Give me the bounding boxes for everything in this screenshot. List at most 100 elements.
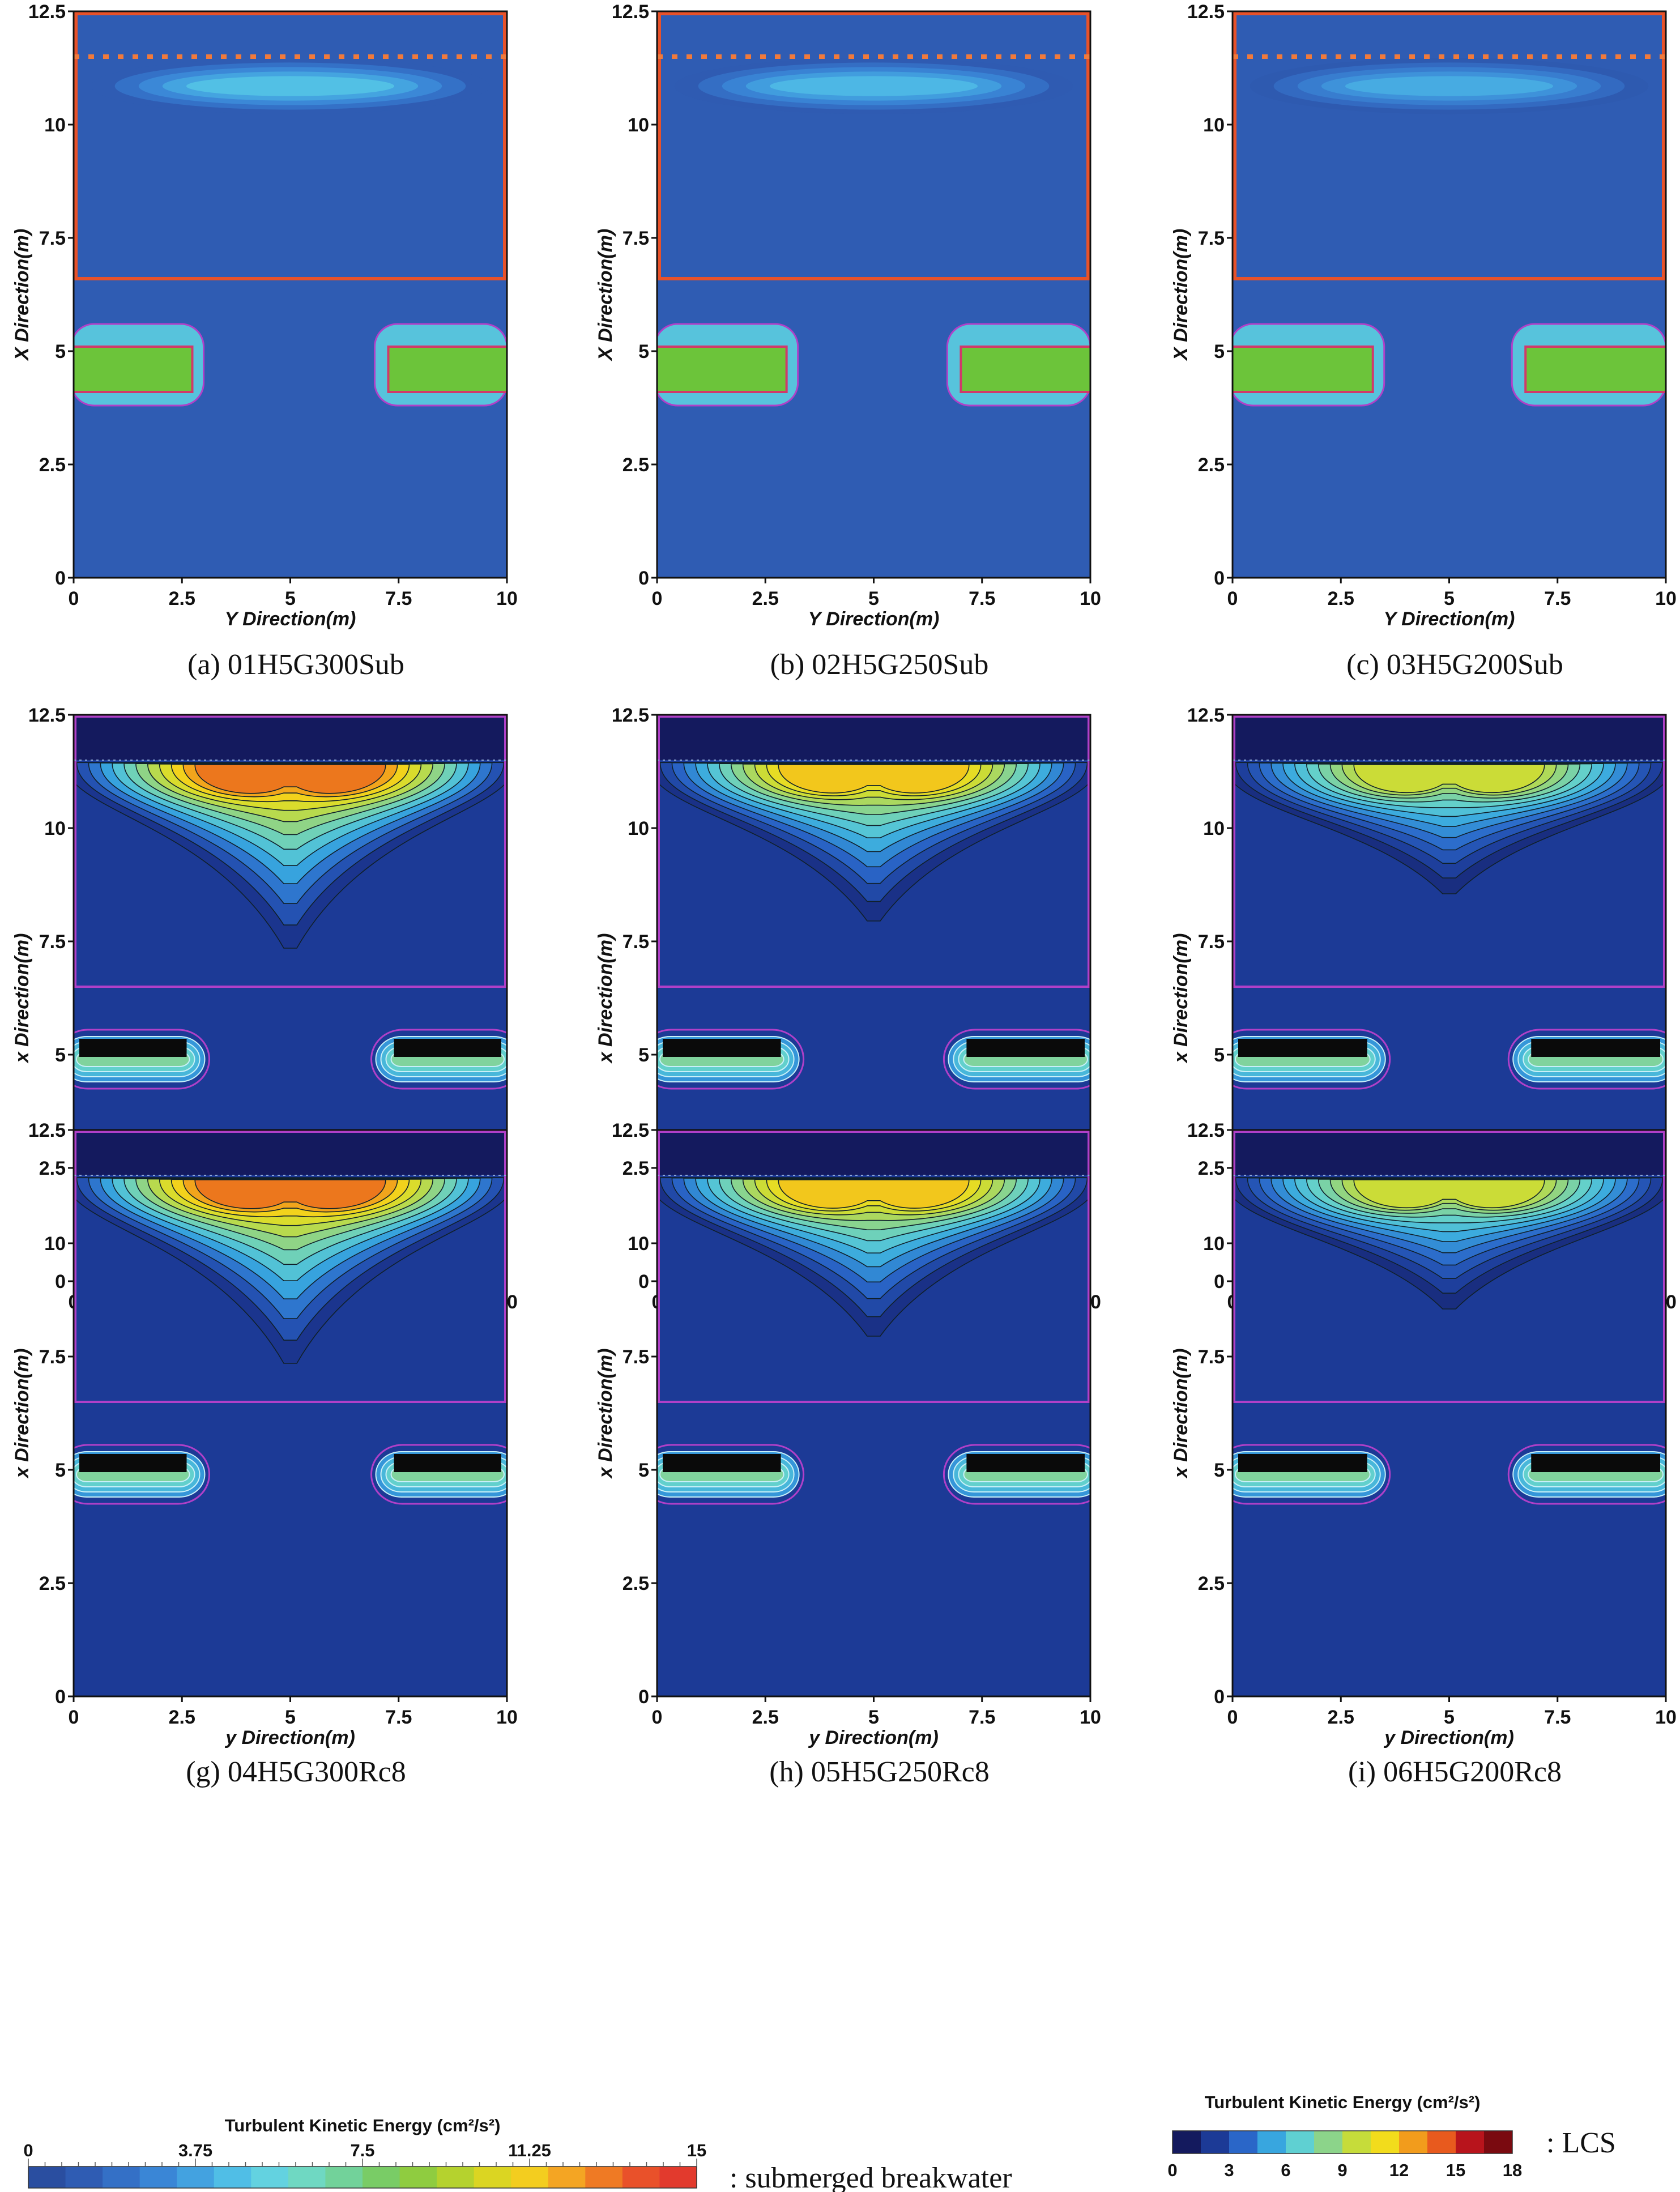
legend-swatch <box>474 2167 511 2188</box>
legend-swatch <box>65 2167 103 2188</box>
legend-swatch <box>1456 2131 1485 2153</box>
y-tick-label: 0 <box>55 1686 66 1708</box>
zone-box <box>658 1131 1090 1403</box>
y-tick-label: 12.5 <box>612 705 649 726</box>
x-tick-label: 7.5 <box>1544 1707 1571 1728</box>
y-axis-title: X Direction(m) <box>11 229 33 361</box>
y-tick-label: 2.5 <box>1198 1573 1225 1594</box>
tke-contour <box>778 764 970 794</box>
legend-swatch <box>1371 2131 1400 2153</box>
y-tick-label: 7.5 <box>1198 1346 1225 1368</box>
legend-tick-label: 15 <box>687 2140 706 2160</box>
y-axis-title: x Direction(m) <box>595 1349 616 1479</box>
x-axis-title: y Direction(m) <box>808 1727 939 1749</box>
legend-swatch <box>1229 2131 1258 2153</box>
y-tick-label: 12.5 <box>612 1 649 23</box>
lcs-crest <box>966 1454 1085 1472</box>
legend-swatch <box>548 2167 586 2188</box>
panel-caption: (a) 01H5G300Sub <box>187 649 404 681</box>
legend-swatch <box>214 2167 251 2188</box>
region-box <box>658 12 1090 280</box>
y-tick-label: 0 <box>55 1271 66 1293</box>
plot-area <box>1233 1130 1666 1696</box>
legend-swatch <box>251 2167 289 2188</box>
plot-area <box>657 1130 1090 1696</box>
legend-sub: Turbulent Kinetic Energy (cm²/s²) 0 3.75 7.… <box>23 2116 1012 2192</box>
lcs-crest <box>1238 1039 1367 1057</box>
dry-zone <box>74 1130 507 1175</box>
y-tick-label: 12.5 <box>1187 1 1225 23</box>
legend-swatch <box>1257 2131 1286 2153</box>
y-tick-label: 2.5 <box>1198 1158 1225 1179</box>
legend-swatch <box>1399 2131 1428 2153</box>
legend-swatch <box>1286 2131 1315 2153</box>
breakwater-core <box>74 346 194 393</box>
legend-title: Turbulent Kinetic Energy (cm²/s²) <box>1205 2092 1481 2112</box>
x-tick-label: 2.5 <box>169 1707 195 1728</box>
y-tick-label: 0 <box>638 1686 649 1708</box>
legend-swatch <box>288 2167 326 2188</box>
x-tick-label: 5 <box>868 588 879 609</box>
legend-note: : submerged breakwater <box>730 2162 1012 2192</box>
legend-tick-label: 11.25 <box>508 2140 551 2160</box>
y-axis-title: x Direction(m) <box>11 1349 33 1479</box>
x-tick-label: 0 <box>652 1707 663 1728</box>
panel-h: 0 2.5 5 7.5 10 12.5 0 2.5 5 7.5 10 y Direction(m) x … <box>595 1120 1101 1788</box>
y-tick-label: 0 <box>1214 1271 1225 1293</box>
panel-caption: (g) 04H5G300Rc8 <box>186 1756 406 1788</box>
x-tick-label: 7.5 <box>969 1707 995 1728</box>
y-tick-label: 10 <box>44 114 66 136</box>
legend-area: Turbulent Kinetic Energy (cm²/s²) 0 3.75 7.… <box>23 2092 1615 2192</box>
x-tick-label: 10 <box>1655 588 1677 609</box>
legend-swatch <box>659 2167 697 2188</box>
panel-caption: (c) 03H5G200Sub <box>1346 649 1563 681</box>
y-tick-label: 12.5 <box>28 1 66 23</box>
y-tick-label: 5 <box>638 1044 649 1066</box>
y-tick-label: 12.5 <box>28 705 66 726</box>
lcs-crest <box>663 1039 781 1057</box>
x-axis-title: y Direction(m) <box>1383 1727 1514 1749</box>
x-tick-label: 0 <box>1227 588 1238 609</box>
y-tick-label: 7.5 <box>39 931 66 953</box>
legend-swatch <box>1172 2131 1201 2153</box>
x-tick-label: 2.5 <box>1328 588 1354 609</box>
y-tick-label: 2.5 <box>622 1573 649 1594</box>
breakwater-core <box>1524 346 1666 393</box>
y-tick-label: 5 <box>55 1044 66 1066</box>
y-axis-title: X Direction(m) <box>595 229 616 361</box>
panel-g: 0 2.5 5 7.5 10 12.5 0 2.5 5 7.5 10 y Direction(m) x … <box>11 1120 518 1788</box>
dry-zone <box>657 1130 1090 1175</box>
legend-frame <box>1172 2130 1513 2154</box>
x-tick-label: 5 <box>285 1707 296 1728</box>
legend-tick-label: 3 <box>1224 2160 1234 2180</box>
lcs-crest <box>1531 1454 1660 1472</box>
x-tick-label: 5 <box>868 1707 879 1728</box>
plot-area <box>74 1130 507 1696</box>
x-tick-label: 5 <box>1444 1707 1455 1728</box>
lcs-crest <box>79 1454 187 1472</box>
breakwater-core <box>657 346 788 393</box>
breakwater-core <box>1233 346 1374 393</box>
y-tick-label: 2.5 <box>39 454 66 476</box>
y-tick-label: 10 <box>1203 1233 1225 1255</box>
y-tick-label: 2.5 <box>39 1573 66 1594</box>
y-tick-label: 7.5 <box>39 1346 66 1368</box>
legend-swatch <box>1314 2131 1343 2153</box>
legend-tick-label: 0 <box>1167 2160 1177 2180</box>
legend-note: : LCS <box>1546 2127 1616 2159</box>
legend-swatch <box>28 2167 66 2188</box>
x-axis-title: Y Direction(m) <box>225 608 356 630</box>
y-tick-label: 0 <box>638 568 649 589</box>
legend-tick-label: 12 <box>1389 2160 1409 2180</box>
x-tick-label: 7.5 <box>385 1707 412 1728</box>
x-tick-label: 10 <box>1080 1707 1101 1728</box>
legend-tick-label: 0 <box>23 2140 33 2160</box>
zone-box <box>74 715 506 988</box>
panels: 0 2.5 5 7.5 10 12.5 0 2.5 5 7.5 10 Y Direction(m) X … <box>11 1 1677 1788</box>
y-tick-label: 7.5 <box>622 1346 649 1368</box>
legend-swatch <box>1427 2131 1456 2153</box>
y-tick-label: 0 <box>1214 568 1225 589</box>
zone-box <box>74 1131 506 1403</box>
region-box <box>1233 12 1665 280</box>
